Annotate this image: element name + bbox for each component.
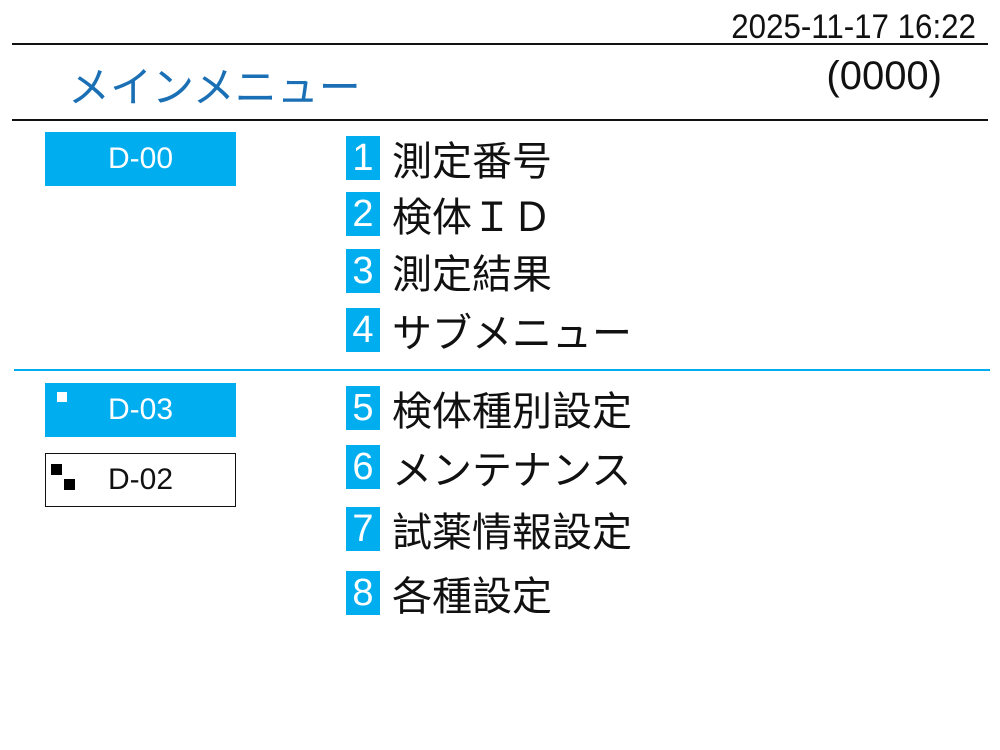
status-d00: D-00 <box>45 132 236 186</box>
status-d02: D-02 <box>45 453 236 507</box>
square-icon <box>51 464 62 475</box>
menu-number: 8 <box>346 571 380 615</box>
menu-number: 3 <box>346 249 380 293</box>
menu-number: 4 <box>346 308 380 352</box>
menu-number: 6 <box>346 445 380 489</box>
menu-number: 1 <box>346 136 380 180</box>
menu-label: 検体ＩＤ <box>392 195 552 241</box>
menu-item-2[interactable]: 2 検体ＩＤ <box>346 192 552 241</box>
square-icon <box>64 479 75 490</box>
square-icon <box>57 392 67 402</box>
title-divider <box>12 119 988 121</box>
status-d03: D-03 <box>45 383 236 437</box>
menu-item-4[interactable]: 4 サブメニュー <box>346 308 632 357</box>
menu-label: 各種設定 <box>392 574 552 620</box>
menu-number: 5 <box>346 386 380 430</box>
menu-label: 測定結果 <box>392 252 552 298</box>
section-divider <box>14 369 990 371</box>
menu-item-7[interactable]: 7 試薬情報設定 <box>346 507 632 556</box>
page-title: メインメニュー <box>68 63 361 112</box>
menu-item-8[interactable]: 8 各種設定 <box>346 571 552 620</box>
status-label: D-02 <box>107 463 174 496</box>
menu-item-6[interactable]: 6 メンテナンス <box>346 445 631 494</box>
datetime: 2025-11-17 16:22 <box>731 8 976 46</box>
count-display: (0000) <box>826 54 942 98</box>
status-label: D-00 <box>107 142 174 175</box>
status-label: D-03 <box>107 393 174 426</box>
menu-label: 測定番号 <box>392 139 552 185</box>
menu-label: 検体種別設定 <box>392 389 632 435</box>
header-divider <box>12 43 988 45</box>
menu-label: サブメニュー <box>392 311 632 357</box>
menu-number: 2 <box>346 192 380 236</box>
menu-item-5[interactable]: 5 検体種別設定 <box>346 386 632 435</box>
menu-label: 試薬情報設定 <box>392 510 632 556</box>
menu-label: メンテナンス <box>392 448 632 494</box>
menu-item-3[interactable]: 3 測定結果 <box>346 249 552 298</box>
menu-number: 7 <box>346 507 380 551</box>
menu-item-1[interactable]: 1 測定番号 <box>346 136 552 185</box>
